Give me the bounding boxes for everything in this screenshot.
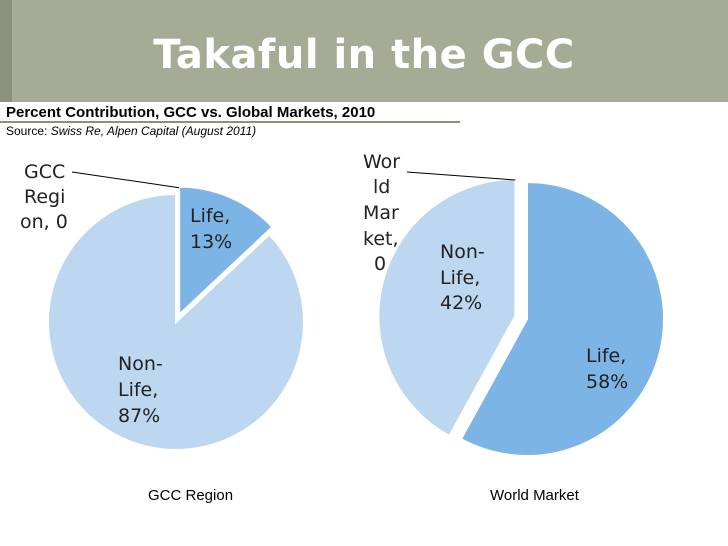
slide-title: Takaful in the GCC <box>153 32 575 78</box>
gcc-nonlife-slice <box>47 192 305 451</box>
gcc-nonlife-label-line: 87% <box>118 405 160 427</box>
gcc-region-category-label: GCC Region <box>148 487 233 504</box>
gcc-life-label: Life, 13% <box>190 205 236 253</box>
gcc-life-label-line: 13% <box>190 231 232 253</box>
gcc-region-chart: GCC Regi on, 0 Life, 13% Non- Life, 87% … <box>20 161 305 504</box>
title-accent-strip <box>0 0 12 102</box>
world-nonlife-label-line: Non- <box>440 241 485 263</box>
source-text: Swiss Re, Alpen Capital (August 2011) <box>50 124 257 138</box>
world-zero-label: Wor ld Mar ket, 0 <box>363 151 406 275</box>
world-zero-label-line: ld <box>373 176 390 198</box>
world-zero-label-line: Wor <box>363 151 400 173</box>
world-life-slice <box>459 180 665 457</box>
world-zero-label-line: Mar <box>363 202 399 224</box>
world-life-label-line: Life, <box>586 345 626 367</box>
world-market-chart: Wor ld Mar ket, 0 Non- Life, 42% Life, 5… <box>363 151 665 504</box>
world-zero-leader-line <box>406 171 516 181</box>
subtitle-underline <box>0 121 460 123</box>
world-zero-label-line: 0 <box>374 253 386 275</box>
world-life-label: Life, 58% <box>586 345 632 393</box>
gcc-zero-leader-line <box>71 171 180 189</box>
gcc-nonlife-label: Non- Life, 87% <box>118 353 169 427</box>
gcc-zero-label-line: on, 0 <box>20 211 68 233</box>
world-nonlife-label-line: 42% <box>440 292 482 314</box>
gcc-life-slice <box>178 185 274 317</box>
world-nonlife-label-line: Life, <box>440 267 480 289</box>
source-prefix: Source: <box>6 124 51 138</box>
chart-subtitle: Percent Contribution, GCC vs. Global Mar… <box>6 104 376 121</box>
source-note: Source: Swiss Re, Alpen Capital (August … <box>6 124 256 138</box>
gcc-zero-label-line: Regi <box>24 186 65 208</box>
gcc-nonlife-label-line: Life, <box>118 379 158 401</box>
gcc-zero-label: GCC Regi on, 0 <box>20 161 71 233</box>
world-market-category-label: World Market <box>490 487 580 504</box>
title-bar: Takaful in the GCC <box>0 0 728 102</box>
world-zero-label-line: ket, <box>363 228 399 250</box>
world-life-label-line: 58% <box>586 371 628 393</box>
gcc-nonlife-label-line: Non- <box>118 353 163 375</box>
world-nonlife-slice <box>377 178 517 438</box>
world-nonlife-label: Non- Life, 42% <box>440 241 491 314</box>
gcc-zero-label-line: GCC <box>24 161 65 183</box>
gcc-life-label-line: Life, <box>190 205 230 227</box>
